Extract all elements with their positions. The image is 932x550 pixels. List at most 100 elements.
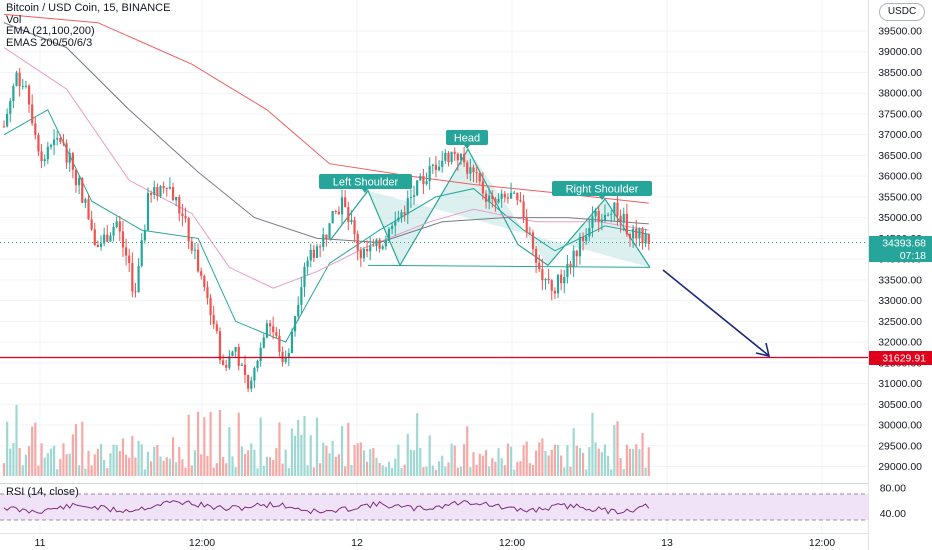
ema-line-ema-pink (3, 47, 649, 289)
candle-body (509, 192, 513, 199)
candle-body (290, 331, 294, 354)
candle-body (303, 266, 306, 288)
ema-indicator-label[interactable]: EMA (21,100,200) (6, 25, 95, 37)
volume-bar (212, 467, 215, 476)
volume-bar (578, 447, 582, 476)
left-shoulder-label[interactable]: Left Shoulder (319, 174, 412, 193)
candle-body (334, 211, 337, 213)
candle-body (488, 195, 491, 202)
candle-body (6, 113, 9, 127)
time-tick-label: 12 (351, 537, 363, 549)
volume-bar (522, 445, 525, 476)
volume-bar (466, 426, 469, 476)
candle-body (168, 186, 171, 189)
volume-bar (419, 447, 422, 476)
volume-bar (472, 452, 475, 476)
volume-bar (594, 442, 597, 476)
support-price-tag: 31629.91 (869, 351, 932, 365)
candle-body (397, 217, 400, 221)
volume-bar (96, 448, 99, 476)
candle-body (212, 315, 215, 325)
time-axis[interactable]: 11 12:00 12 12:00 13 12:00 (35, 537, 836, 549)
volume-bar (253, 449, 256, 476)
candle-body (312, 249, 315, 258)
volume-bar (287, 468, 290, 476)
candle-body (328, 223, 331, 239)
candle-body (516, 192, 519, 201)
candle-body (190, 241, 193, 251)
rsi-axis[interactable]: 80.00 40.00 (880, 483, 906, 521)
volume-bar (328, 453, 331, 476)
svg-text:Right Shoulder: Right Shoulder (566, 184, 639, 196)
volume-bar (632, 449, 635, 476)
candle-body (563, 277, 566, 284)
candle-body (325, 234, 328, 239)
volume-bar (322, 442, 325, 476)
candle-body (99, 243, 103, 248)
volume-bar (259, 417, 262, 476)
candle-body (284, 357, 287, 363)
candle-body (31, 104, 34, 124)
candle-body (18, 72, 21, 87)
price-tick-label: 30000.00 (878, 420, 922, 432)
candle-body (121, 231, 125, 248)
candle-body (603, 214, 607, 221)
volume-bar (250, 443, 253, 476)
rsi-indicator-label[interactable]: RSI (14, close) (6, 486, 79, 498)
candle-body (556, 274, 560, 294)
volume-indicator-label[interactable]: Vol (6, 13, 22, 26)
volume-bar (506, 443, 510, 476)
volume-bar (610, 469, 613, 476)
volume-bar (156, 444, 159, 476)
candle-body (40, 151, 43, 162)
price-tick-label: 32500.00 (878, 316, 922, 328)
candle-body (588, 228, 591, 237)
volume-bar (15, 404, 18, 476)
volume-bar (162, 460, 165, 476)
neckline[interactable] (367, 264, 651, 268)
rsi-band (0, 494, 868, 520)
candle-body (419, 176, 422, 181)
head-label[interactable]: Head (446, 130, 488, 149)
projection-arrow[interactable] (662, 269, 771, 358)
candle-body (56, 137, 59, 140)
candle-body (635, 228, 638, 239)
candle-body (315, 246, 319, 258)
symbol-title[interactable]: Bitcoin / USD Coin, 15, BINANCE (6, 2, 171, 14)
candle-body (597, 210, 600, 222)
volume-bar (553, 444, 556, 476)
volume-bar (597, 448, 600, 476)
candle-body (59, 137, 62, 142)
volume-bar (49, 448, 53, 476)
candle-body (228, 356, 231, 368)
volume-bar (243, 454, 247, 476)
volume-bar (569, 466, 572, 476)
volume-bar (387, 461, 391, 476)
candle-body (171, 186, 175, 201)
candle-body (431, 164, 434, 167)
volume-bar (513, 469, 516, 476)
volume-bar (146, 451, 150, 476)
candle-body (287, 353, 290, 358)
right-shoulder-label[interactable]: Right Shoulder (552, 181, 652, 200)
candle-body (215, 324, 218, 332)
time-tick-label: 13 (661, 537, 673, 549)
volume-bar (184, 467, 187, 476)
volume-bar (12, 443, 15, 476)
volume-bar (187, 414, 190, 476)
volume-bar (581, 452, 585, 476)
quote-currency-button[interactable]: USDC (879, 3, 925, 21)
volume-bar (619, 458, 622, 476)
candle-body (187, 218, 190, 242)
volume-bar (500, 458, 503, 476)
volume-bar (290, 428, 294, 476)
emas-indicator-label[interactable]: EMAS 200/50/6/3 (6, 36, 93, 49)
candle-body (647, 233, 650, 244)
candle-body (306, 260, 309, 267)
volume-bar (6, 421, 9, 476)
candle-body (416, 180, 419, 196)
volume-bar (315, 417, 319, 476)
volume-bar (437, 461, 441, 476)
